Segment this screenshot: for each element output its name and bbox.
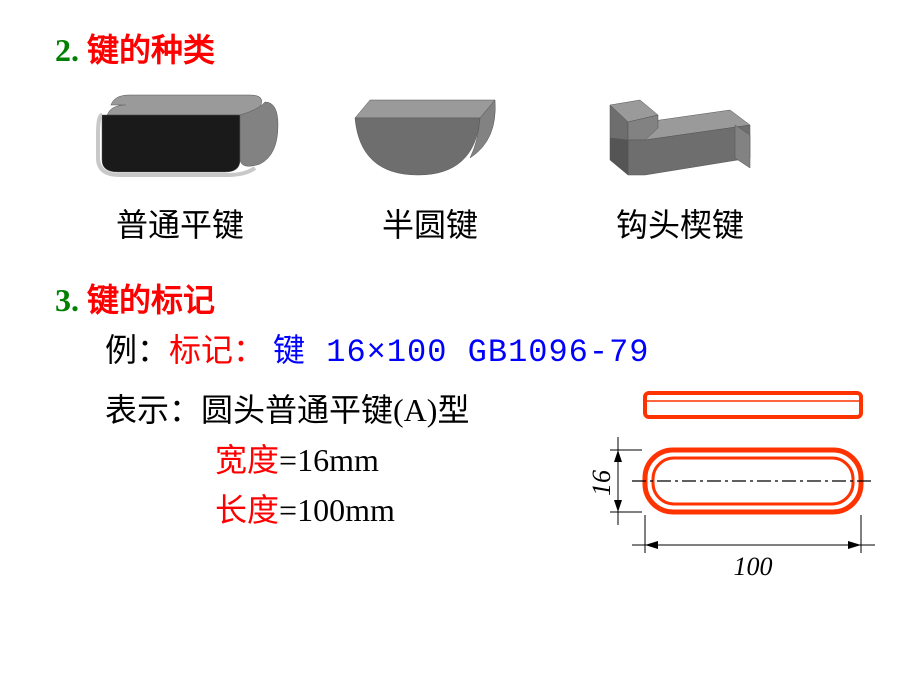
section-3-number: 3. bbox=[55, 282, 79, 318]
meaning-line-1: 表示：圆头普通平键(A)型 bbox=[105, 385, 469, 431]
width-value: =16mm bbox=[279, 442, 379, 478]
half-round-key-item: 半圆键 bbox=[320, 80, 540, 246]
key-drawing-svg: 16 100 bbox=[570, 385, 890, 605]
half-round-key-label: 半圆键 bbox=[382, 200, 478, 246]
hook-key-icon bbox=[580, 80, 780, 190]
key-drawing: 16 100 bbox=[570, 385, 890, 605]
length-value: =100mm bbox=[279, 492, 395, 528]
section-2-title: 键的种类 bbox=[87, 32, 215, 68]
side-view-outline bbox=[645, 393, 861, 417]
hook-key-label: 钩头楔键 bbox=[616, 200, 744, 246]
flat-key-label: 普通平键 bbox=[116, 200, 244, 246]
top-view bbox=[632, 450, 875, 512]
meaning-line-2: 宽度=16mm bbox=[215, 435, 379, 481]
meaning-text-1: 圆头普通平键(A)型 bbox=[201, 392, 469, 428]
width-label: 宽度 bbox=[215, 442, 279, 478]
section-3-title: 键的标记 bbox=[87, 282, 215, 318]
section-2-number: 2. bbox=[55, 32, 79, 68]
dim-100-text: 100 bbox=[734, 552, 773, 581]
example-line: 例：标记： 键 16×100 GB1096-79 bbox=[105, 325, 650, 371]
marker-value: 键 16×100 GB1096-79 bbox=[273, 334, 649, 371]
hook-key-item: 钩头楔键 bbox=[570, 80, 790, 246]
example-prefix: 例： bbox=[105, 332, 169, 368]
meaning-prefix: 表示： bbox=[105, 392, 201, 428]
half-round-key-icon bbox=[340, 80, 520, 190]
length-label: 长度 bbox=[215, 492, 279, 528]
key-types-row: 普通平键 半圆键 钩头楔键 bbox=[70, 80, 790, 246]
flat-key-icon bbox=[80, 80, 280, 190]
dim-16-text: 16 bbox=[587, 470, 616, 496]
marker-label: 标记： bbox=[169, 332, 265, 368]
section-3-heading: 3. 键的标记 bbox=[55, 275, 215, 321]
meaning-line-3: 长度=100mm bbox=[215, 485, 395, 531]
section-2-heading: 2. 键的种类 bbox=[55, 25, 215, 71]
flat-key-item: 普通平键 bbox=[70, 80, 290, 246]
dim-100-group: 100 bbox=[632, 515, 875, 581]
